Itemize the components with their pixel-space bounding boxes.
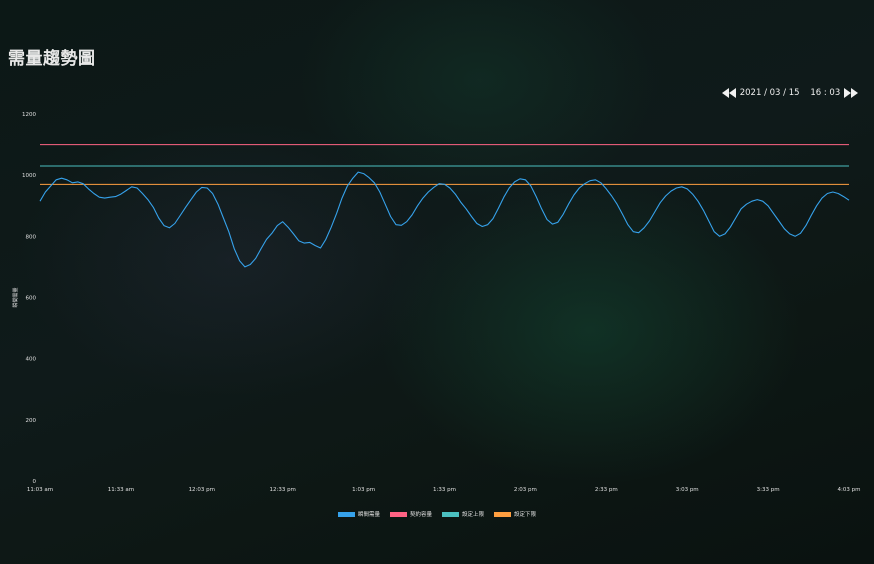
y-tick-label: 200	[26, 418, 37, 424]
legend-item[interactable]: 瞬間需量	[337, 510, 380, 518]
legend-swatch	[494, 511, 512, 517]
y-tick-label: 800	[26, 234, 37, 240]
legend-label: 設定上限	[462, 512, 485, 518]
y-tick-label: 400	[26, 357, 37, 363]
double-chevron-right-icon	[843, 88, 858, 98]
y-tick-label: 1200	[22, 112, 36, 118]
legend-item[interactable]: 設定下限	[494, 510, 536, 518]
legend-item[interactable]: 設定上限	[442, 510, 484, 518]
x-tick-label: 11:03 am	[27, 487, 53, 493]
legend-label: 瞬間需量	[357, 512, 380, 518]
legend-swatch	[442, 511, 459, 517]
x-tick-label: 3:33 pm	[757, 487, 780, 493]
next-period-button[interactable]	[842, 87, 858, 99]
prev-period-button[interactable]	[722, 87, 738, 99]
x-tick-label: 1:03 pm	[352, 487, 375, 493]
x-tick-label: 12:03 pm	[189, 487, 215, 493]
x-tick-label: 12:33 pm	[269, 487, 295, 493]
legend-label: 契約容量	[409, 512, 432, 518]
x-tick-label: 2:03 pm	[514, 487, 537, 493]
legend-item[interactable]: 契約容量	[389, 510, 432, 518]
page-title: 需量趨勢圖	[8, 49, 96, 69]
chart-legend: 瞬間需量 契約容量 設定上限 設定下限	[0, 510, 874, 518]
legend-swatch	[389, 511, 407, 517]
y-tick-label: 0	[33, 479, 37, 485]
x-tick-label: 2:33 pm	[595, 487, 618, 493]
x-tick-label: 1:33 pm	[433, 487, 456, 493]
y-axis-label: 瞬間需量	[12, 287, 19, 307]
double-chevron-left-icon	[722, 88, 736, 98]
legend-swatch	[337, 511, 355, 517]
x-tick-label: 11:33 am	[108, 487, 134, 493]
y-tick-label: 1000	[22, 173, 36, 179]
x-tick-label: 3:03 pm	[676, 487, 699, 493]
date-navigator: 2021 / 03 / 15 16 : 03	[722, 86, 858, 100]
series-line	[39, 171, 850, 268]
x-tick-label: 4:03 pm	[838, 487, 861, 493]
legend-label: 設定下限	[514, 512, 537, 518]
y-tick-label: 600	[26, 296, 37, 302]
current-date-time: 2021 / 03 / 15 16 : 03	[739, 88, 841, 98]
